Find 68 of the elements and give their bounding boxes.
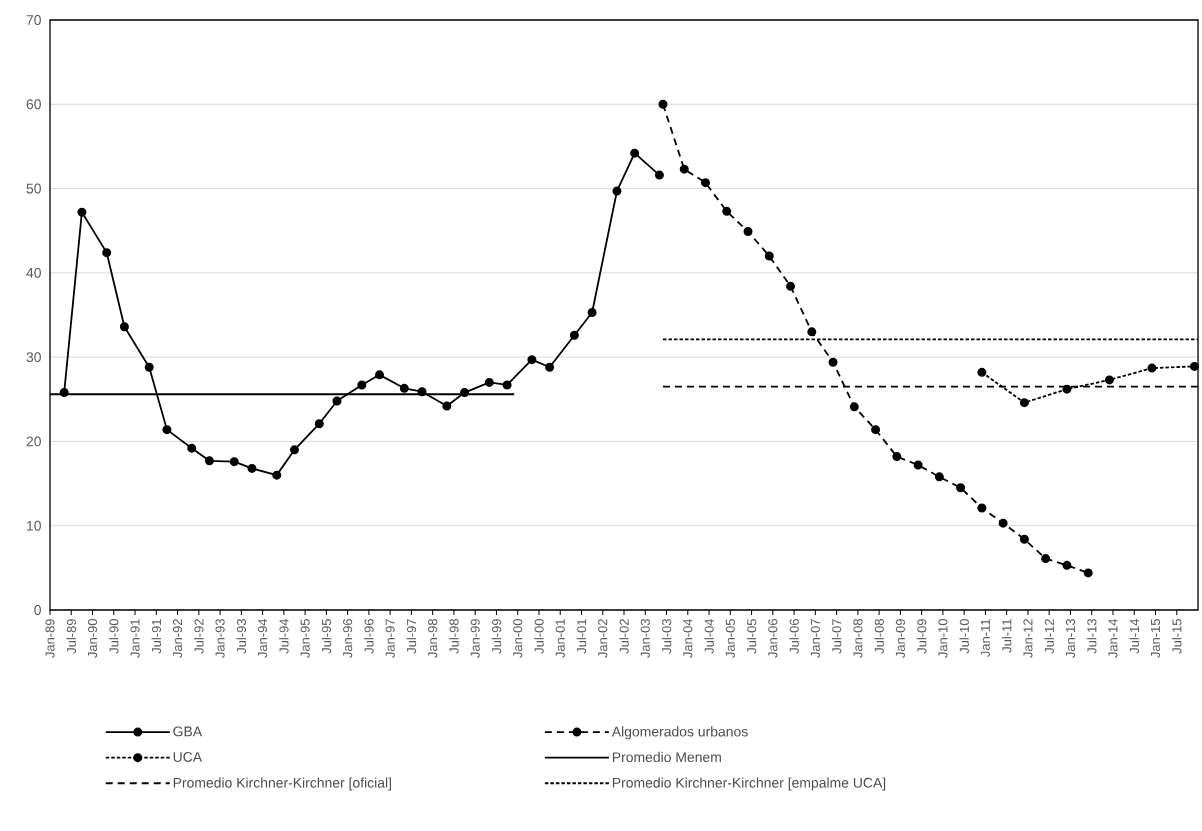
x-tick-label: Jul-89 [66, 619, 77, 654]
x-tick-label: Jul-95 [321, 619, 332, 654]
x-tick-label: Jan-99 [470, 619, 480, 658]
x-tick-label: Jul-15 [1172, 619, 1182, 654]
x-tick-label: Jul-13 [1086, 619, 1097, 654]
x-tick-label: Jul-12 [1044, 619, 1054, 654]
x-tick-label: Jan-89 [45, 619, 55, 658]
legend-label: Algomerados urbanos [611, 726, 748, 740]
x-tick-label: Jul-05 [746, 619, 757, 654]
x-tick-label: Jan-06 [768, 619, 778, 658]
x-tick-label: Jan-13 [1065, 619, 1076, 658]
y-tick-label: 60 [26, 99, 41, 110]
legend-label: UCA [173, 752, 203, 762]
x-tick-label: Jul-02 [619, 619, 629, 654]
y-tick-label: 70 [26, 15, 41, 25]
legend-label: GBA [173, 726, 203, 737]
x-tick-label: Jul-14 [1129, 618, 1139, 654]
x-tick-label: Jan-02 [598, 619, 608, 658]
x-tick-label: Jul-03 [661, 619, 672, 654]
x-tick-label: Jan-09 [895, 619, 905, 658]
x-tick-label: Jan-97 [385, 619, 395, 658]
x-tick-label: Jan-10 [938, 619, 948, 658]
y-tick-label: 0 [34, 605, 41, 615]
x-tick-label: Jul-97 [406, 619, 417, 654]
x-tick-label: Jan-95 [300, 619, 310, 658]
x-tick-label: Jul-98 [449, 619, 459, 654]
x-tick-label: Jan-07 [810, 619, 820, 658]
x-tick-label: Jul-91 [151, 619, 162, 654]
x-tick-label: Jul-08 [874, 619, 884, 654]
y-tick-label: 10 [27, 520, 41, 531]
x-tick-label: Jan-92 [172, 619, 183, 658]
x-tick-label: Jul-99 [491, 619, 502, 654]
x-tick-label: Jan-05 [725, 619, 735, 658]
y-tick-label: 50 [26, 183, 41, 194]
x-tick-label: Jan-96 [343, 619, 353, 658]
x-tick-label: Jul-10 [959, 619, 969, 654]
y-tick-label: 20 [26, 436, 41, 447]
x-tick-label: Jul-06 [789, 619, 799, 654]
x-tick-label: Jan-08 [853, 619, 863, 658]
x-tick-label: Jan-93 [215, 619, 225, 658]
x-tick-label: Jan-90 [87, 619, 98, 658]
x-tick-label: Jul-93 [236, 619, 247, 654]
x-tick-label: Jan-91 [130, 619, 140, 658]
x-tick-label: Jan-03 [640, 619, 650, 658]
x-tick-label: Jul-01 [576, 619, 587, 654]
x-tick-label: Jul-07 [831, 619, 842, 654]
x-tick-label: Jul-09 [916, 619, 927, 654]
x-tick-label: Jul-90 [109, 619, 119, 654]
x-tick-label: Jan-04 [683, 618, 693, 658]
x-tick-label: Jan-11 [980, 619, 990, 657]
x-tick-label: Jan-94 [258, 618, 268, 658]
y-tick-label: 40 [26, 267, 41, 278]
x-tick-label: Jul-11 [1001, 619, 1012, 653]
legend-label: Promedio Kirchner-Kirchner [empalme UCA] [612, 777, 886, 791]
x-tick-label: Jan-14 [1108, 618, 1118, 658]
y-tick-label: 30 [26, 352, 41, 363]
legend-label: Promedio Menem [612, 751, 721, 763]
legend-label: Promedio Kirchner-Kirchner [oficial] [173, 777, 391, 791]
x-tick-label: Jan-00 [513, 619, 523, 658]
x-tick-label: Jul-94 [279, 618, 289, 654]
x-tick-label: Jan-01 [555, 619, 565, 658]
x-tick-label: Jul-04 [704, 618, 714, 654]
x-tick-label: Jan-98 [428, 619, 438, 658]
x-tick-label: Jan-15 [1150, 619, 1161, 658]
x-tick-label: Jul-92 [194, 619, 204, 654]
x-tick-label: Jan-12 [1023, 619, 1033, 658]
x-tick-label: Jul-00 [534, 619, 544, 654]
x-tick-label: Jul-96 [364, 619, 374, 654]
